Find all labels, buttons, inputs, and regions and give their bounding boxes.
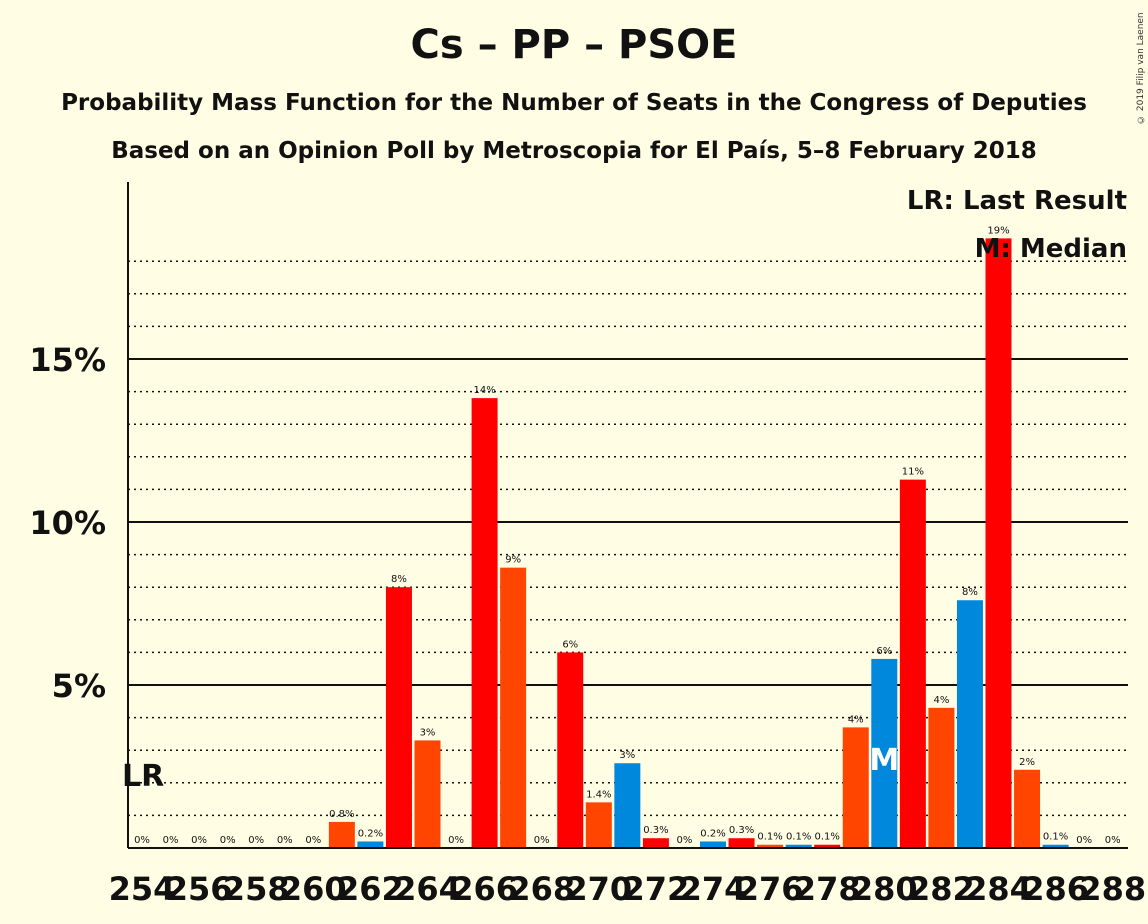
bar-seat-263	[385, 587, 412, 848]
data-label: 0%	[1105, 835, 1121, 846]
data-label: 0.2%	[700, 828, 725, 839]
data-label: 4%	[848, 714, 864, 725]
bar-seat-280	[871, 658, 898, 848]
data-label: 0.8%	[329, 809, 354, 820]
data-label: 0%	[220, 835, 236, 846]
data-label: 2%	[1019, 757, 1035, 768]
data-label: 1.4%	[586, 789, 611, 800]
data-label: 0.3%	[643, 825, 668, 836]
x-tick-label: 264	[394, 870, 461, 908]
x-tick-label: 276	[737, 870, 804, 908]
data-label: 3%	[420, 727, 436, 738]
data-label: 11%	[902, 467, 924, 478]
bar-seat-278	[814, 844, 841, 848]
bar-seat-284	[985, 238, 1012, 848]
data-label: 0.1%	[814, 832, 839, 843]
y-tick-label: 15%	[29, 341, 106, 379]
data-label: 0%	[191, 835, 207, 846]
x-tick-label: 286	[1022, 870, 1089, 908]
x-tick-label: 274	[680, 870, 747, 908]
x-tick-label: 272	[623, 870, 690, 908]
x-tick-label: 262	[337, 870, 404, 908]
bar-seat-272	[642, 838, 669, 848]
last-result-marker: LR	[122, 759, 164, 794]
data-label: 0%	[534, 835, 550, 846]
bar-seat-277	[785, 844, 812, 848]
bar-seat-270	[585, 802, 612, 848]
chart-source-line: Based on an Opinion Poll by Metroscopia …	[111, 138, 1037, 164]
x-tick-label: 270	[565, 870, 632, 908]
bar-seat-281	[899, 479, 926, 848]
data-label: 0.1%	[1043, 832, 1068, 843]
data-label: 8%	[391, 574, 407, 585]
data-label: 0.1%	[786, 832, 811, 843]
data-label: 19%	[987, 225, 1009, 236]
data-label: 6%	[876, 646, 892, 657]
bar-seat-283	[956, 600, 983, 848]
x-tick-label: 256	[166, 870, 233, 908]
data-label: 0%	[1076, 835, 1092, 846]
bar-seat-275	[728, 838, 755, 848]
data-label: 0.1%	[757, 832, 782, 843]
bar-seat-261	[328, 821, 355, 848]
bar-seat-269	[557, 652, 584, 848]
y-tick-label: 10%	[29, 504, 106, 542]
x-tick-label: 284	[965, 870, 1032, 908]
data-label: 8%	[962, 587, 978, 598]
y-tick-label: 5%	[52, 667, 106, 705]
data-label: 0%	[248, 835, 264, 846]
data-label: 14%	[473, 385, 495, 396]
data-label: 0%	[134, 835, 150, 846]
bar-seat-276	[757, 844, 784, 848]
legend-median: M: Median	[975, 234, 1127, 264]
data-label: 0%	[448, 835, 464, 846]
chart-title: Cs – PP – PSOE	[410, 22, 738, 68]
bar-seat-286	[1042, 844, 1069, 848]
chart-subtitle: Probability Mass Function for the Number…	[61, 90, 1087, 116]
data-label: 0.3%	[729, 825, 754, 836]
x-tick-label: 268	[508, 870, 575, 908]
bar-seat-271	[614, 763, 641, 848]
bar-seat-279	[842, 727, 869, 848]
data-label: 6%	[562, 639, 578, 650]
x-tick-label: 258	[223, 870, 290, 908]
bar-seat-264	[414, 740, 441, 848]
data-label: 3%	[619, 750, 635, 761]
data-labels-group: 0% 0% 0% 0% 0% 0% 0% 0.8% 0.2% 8% 3% 0% 14% 9% 0% 6% 1.4…	[134, 225, 1121, 846]
bar-seat-266	[471, 398, 498, 848]
bars-group	[328, 238, 1069, 848]
x-tick-label: 254	[109, 870, 176, 908]
data-label: 4%	[933, 695, 949, 706]
median-marker: M	[869, 743, 899, 778]
x-tick-label: 266	[451, 870, 518, 908]
x-tick-label: 280	[851, 870, 918, 908]
x-tick-label: 278	[794, 870, 861, 908]
data-label: 9%	[505, 555, 521, 566]
y-axis-ticks: 5% 10% 15%	[29, 341, 106, 705]
data-label: 0%	[305, 835, 321, 846]
x-axis-ticks: 2542562582602622642662682702722742762782…	[109, 870, 1146, 908]
x-tick-label: 282	[908, 870, 975, 908]
data-label: 0%	[163, 835, 179, 846]
data-label: 0%	[277, 835, 293, 846]
data-label: 0%	[677, 835, 693, 846]
bar-seat-274	[700, 841, 726, 848]
bar-seat-267	[500, 567, 527, 848]
bar-seat-282	[928, 707, 955, 848]
x-tick-label: 288	[1079, 870, 1146, 908]
bar-seat-285	[1014, 769, 1041, 848]
bar-seat-262	[357, 841, 384, 848]
data-label: 0.2%	[358, 828, 383, 839]
x-tick-label: 260	[280, 870, 347, 908]
legend-last-result: LR: Last Result	[907, 186, 1127, 216]
